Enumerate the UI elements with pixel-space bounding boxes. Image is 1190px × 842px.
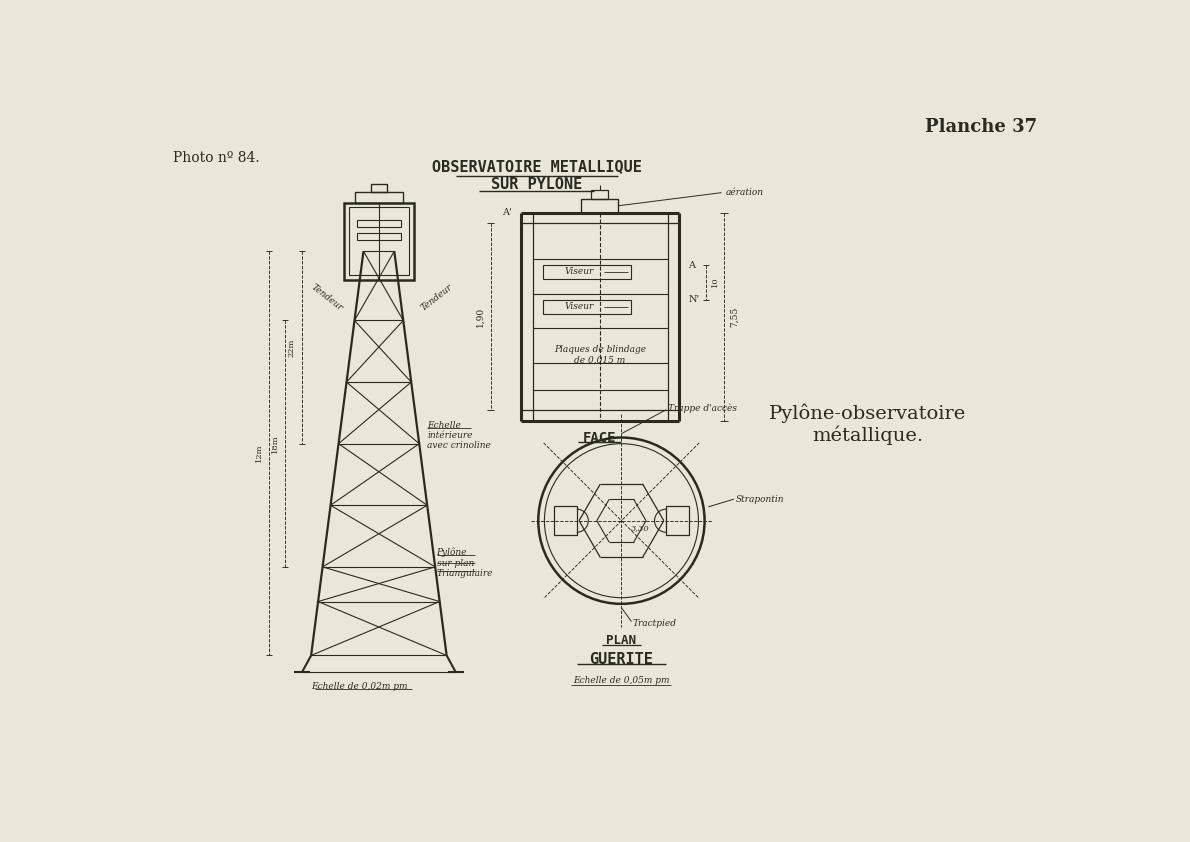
Text: Tendeur: Tendeur	[309, 282, 345, 312]
Text: Strapontin: Strapontin	[735, 494, 784, 504]
Text: Echelle
intérieure
avec crinoline: Echelle intérieure avec crinoline	[427, 421, 491, 450]
Text: aération: aération	[726, 188, 763, 197]
Bar	[543, 300, 632, 313]
Text: FACE: FACE	[583, 430, 616, 445]
Bar	[543, 265, 632, 279]
Text: Pylône
sur plan
Triangulaire: Pylône sur plan Triangulaire	[437, 547, 493, 578]
Text: Tendeur: Tendeur	[419, 282, 455, 312]
Text: N': N'	[688, 296, 700, 304]
Text: PLAN: PLAN	[607, 634, 637, 647]
Text: Pylône-observatoire
métallique.: Pylône-observatoire métallique.	[769, 403, 966, 445]
Text: A: A	[688, 260, 695, 269]
Bar	[666, 506, 689, 536]
Text: 22m: 22m	[288, 338, 296, 357]
Text: 3,30: 3,30	[631, 525, 650, 532]
Text: 12m: 12m	[255, 444, 263, 462]
Text: SUR PYLONE: SUR PYLONE	[491, 177, 582, 192]
Text: Photo nº 84.: Photo nº 84.	[174, 151, 259, 165]
Bar	[355, 192, 402, 203]
Text: OBSERVATOIRE METALLIQUE: OBSERVATOIRE METALLIQUE	[432, 159, 641, 174]
Text: 1,90: 1,90	[475, 306, 484, 327]
Text: Viseur: Viseur	[564, 268, 594, 276]
Text: Plaques de blindage
de 0,015 m: Plaques de blindage de 0,015 m	[553, 345, 646, 365]
Text: GUERITE: GUERITE	[589, 652, 653, 667]
Text: 18m: 18m	[271, 434, 278, 453]
Bar	[371, 184, 387, 192]
Text: A': A'	[502, 208, 512, 217]
Text: 7,55: 7,55	[731, 306, 739, 327]
Bar	[357, 233, 401, 241]
Text: 10: 10	[712, 277, 720, 287]
Text: Viseur: Viseur	[564, 302, 594, 312]
Bar	[553, 506, 577, 536]
Bar	[349, 207, 409, 275]
Text: Planche 37: Planche 37	[925, 118, 1038, 136]
Text: Tractpied: Tractpied	[633, 619, 677, 627]
Bar	[344, 203, 414, 280]
Bar	[582, 199, 619, 213]
Bar	[357, 220, 401, 226]
Text: Echelle de 0,05m pm: Echelle de 0,05m pm	[574, 676, 670, 685]
Text: Trappe d'accès: Trappe d'accès	[668, 403, 737, 413]
Text: Echelle de 0,02m pm: Echelle de 0,02m pm	[312, 682, 408, 690]
Bar	[591, 189, 608, 199]
